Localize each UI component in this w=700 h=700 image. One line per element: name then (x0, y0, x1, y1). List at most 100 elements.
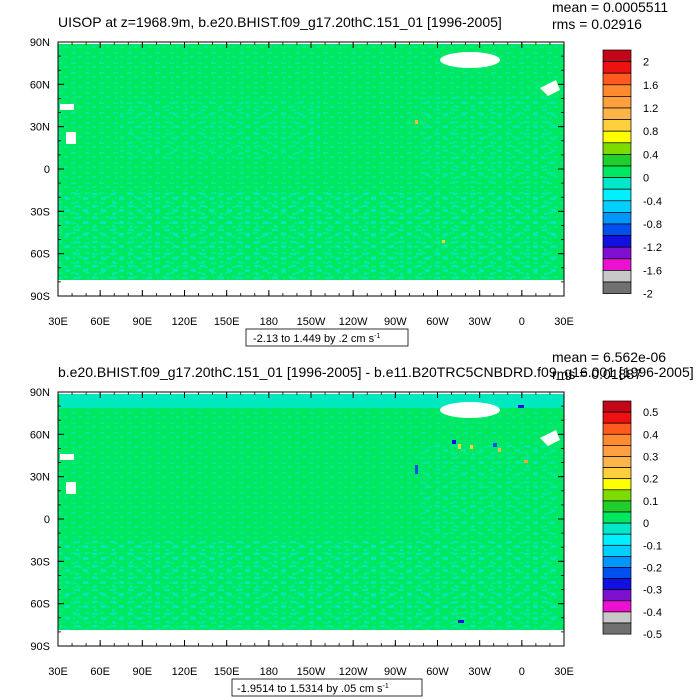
x-tick-label: 180 (260, 316, 278, 328)
colorbar-swatch (602, 422, 632, 435)
colorbar-swatch (602, 589, 632, 602)
y-tick-label: 60N (30, 79, 50, 91)
top-range-label: -2.13 to 1.449 by .2 cm s (253, 333, 375, 345)
colorbar-swatch (602, 600, 632, 613)
colorbar-swatch (602, 522, 632, 535)
x-tick-label: 30E (48, 316, 68, 328)
colorbar-swatch (602, 489, 632, 502)
y-tick-label: 0 (44, 514, 50, 526)
colorbar-swatch (602, 130, 632, 144)
top-range-unit-exponent: -1 (374, 333, 380, 340)
y-tick-label: 90N (30, 387, 50, 399)
colorbar-swatch (602, 622, 632, 635)
colorbar-swatch (602, 200, 632, 213)
bottom-colorbar: 0.5 0.4 0.3 0.2 0.1 0 -0.1 -0.2 -0.3 -0.4 -0.5 (602, 400, 662, 641)
bottom-map-title: b.e20.BHIST.f09_g17.20thC.151_01 [1996-2… (58, 364, 694, 380)
colorbar-swatch (602, 400, 632, 413)
colorbar-label: 2 (643, 57, 649, 69)
colorbar-swatch (602, 212, 632, 225)
colorbar-swatch (602, 467, 632, 480)
colorbar-swatch (602, 246, 632, 260)
colorbar-label: 0.4 (643, 429, 658, 441)
colorbar-swatch (602, 456, 632, 468)
bottom-rms-label: rms = 0.01887 (552, 366, 642, 382)
y-tick-label: 90S (30, 641, 50, 653)
colorbar-swatch (602, 500, 632, 513)
colorbar-label: -2 (643, 289, 653, 301)
bottom-map-field (58, 392, 564, 646)
colorbar-label: -0.1 (643, 540, 662, 552)
colorbar-swatch (602, 567, 632, 579)
x-tick-label: 150W (297, 666, 326, 678)
x-tick-label: 120E (172, 666, 198, 678)
x-tick-label: 30E (48, 666, 68, 678)
colorbar-swatch (602, 107, 632, 120)
y-tick-label: 0 (44, 164, 50, 176)
y-tick-label: 30S (30, 206, 50, 218)
top-map-field (58, 42, 564, 296)
x-tick-label: 30W (468, 666, 491, 678)
colorbar-label: 0.8 (643, 126, 658, 138)
y-tick-label: 60N (30, 429, 50, 441)
top-map-panel: UISOP at z=1968.9m, b.e20.BHIST.f09_g17.… (30, 0, 668, 347)
colorbar-swatch (602, 154, 632, 167)
colorbar-swatch (602, 611, 632, 624)
top-arctic-mask (440, 52, 500, 68)
top-map-title: UISOP at z=1968.9m, b.e20.BHIST.f09_g17.… (58, 14, 502, 30)
y-tick-label: 90S (30, 291, 50, 303)
colorbar-swatch (602, 544, 632, 557)
x-tick-label: 90E (133, 316, 153, 328)
colorbar-swatch (602, 270, 632, 283)
colorbar-label: -0.5 (643, 629, 662, 641)
x-tick-label: 180 (260, 666, 278, 678)
colorbar-swatch (602, 72, 632, 86)
top-mean-label: mean = 0.0005511 (552, 0, 668, 15)
svg-text:-2.13 to 1.449 by .2 cm s-1: -2.13 to 1.449 by .2 cm s-1 (253, 333, 380, 345)
x-tick-label: 60E (90, 316, 110, 328)
x-tick-label: 90W (384, 316, 407, 328)
colorbar-label: -0.2 (643, 563, 662, 575)
colorbar-label: 0.3 (643, 452, 658, 464)
colorbar-swatch (602, 177, 632, 190)
top-rms-label: rms = 0.02916 (552, 16, 642, 32)
x-tick-label: 120E (172, 316, 198, 328)
colorbar-swatch (602, 533, 632, 546)
x-tick-label: 150E (214, 316, 240, 328)
x-tick-label: 60E (90, 666, 110, 678)
bottom-range-label: -1.9514 to 1.5314 by .05 cm s (237, 683, 383, 695)
colorbar-swatch (602, 478, 632, 491)
y-tick-label: 60S (30, 599, 50, 611)
x-tick-label: 150E (214, 666, 240, 678)
y-tick-label: 30S (30, 556, 50, 568)
colorbar-swatch (602, 433, 632, 446)
y-tick-label: 30N (30, 472, 50, 484)
colorbar-swatch (602, 258, 632, 271)
y-tick-label: 90N (30, 37, 50, 49)
colorbar-label: -0.3 (643, 585, 662, 597)
colorbar-label: -0.4 (643, 607, 662, 619)
colorbar-swatch (602, 578, 632, 591)
colorbar-swatch (602, 49, 632, 62)
colorbar-label: -1.6 (643, 265, 662, 277)
colorbar-swatch (602, 411, 632, 424)
colorbar-label: -1.2 (643, 242, 662, 254)
top-colorbar: 2 1.6 1.2 0.8 0.4 0 -0.4 -0.8 -1.2 -1.6 -2 (602, 49, 662, 301)
x-tick-label: 120W (339, 316, 368, 328)
colorbar-label: 0 (643, 173, 649, 185)
colorbar-label: -0.8 (643, 219, 662, 231)
y-tick-label: 60S (30, 249, 50, 261)
colorbar-label: 0.5 (643, 407, 658, 419)
top-range-box (245, 328, 409, 347)
colorbar-swatch (602, 61, 632, 74)
colorbar-label: 0.2 (643, 474, 658, 486)
x-tick-label: 150W (297, 316, 326, 328)
y-tick-label: 30N (30, 122, 50, 134)
colorbar-label: 1.2 (643, 103, 658, 115)
colorbar-swatch (602, 556, 632, 568)
x-tick-label: 60W (426, 666, 449, 678)
bottom-map-panel: b.e20.BHIST.f09_g17.20thC.151_01 [1996-2… (30, 349, 694, 697)
x-tick-label: 120W (339, 666, 368, 678)
x-tick-label: 30E (554, 666, 574, 678)
colorbar-swatch (602, 235, 632, 248)
